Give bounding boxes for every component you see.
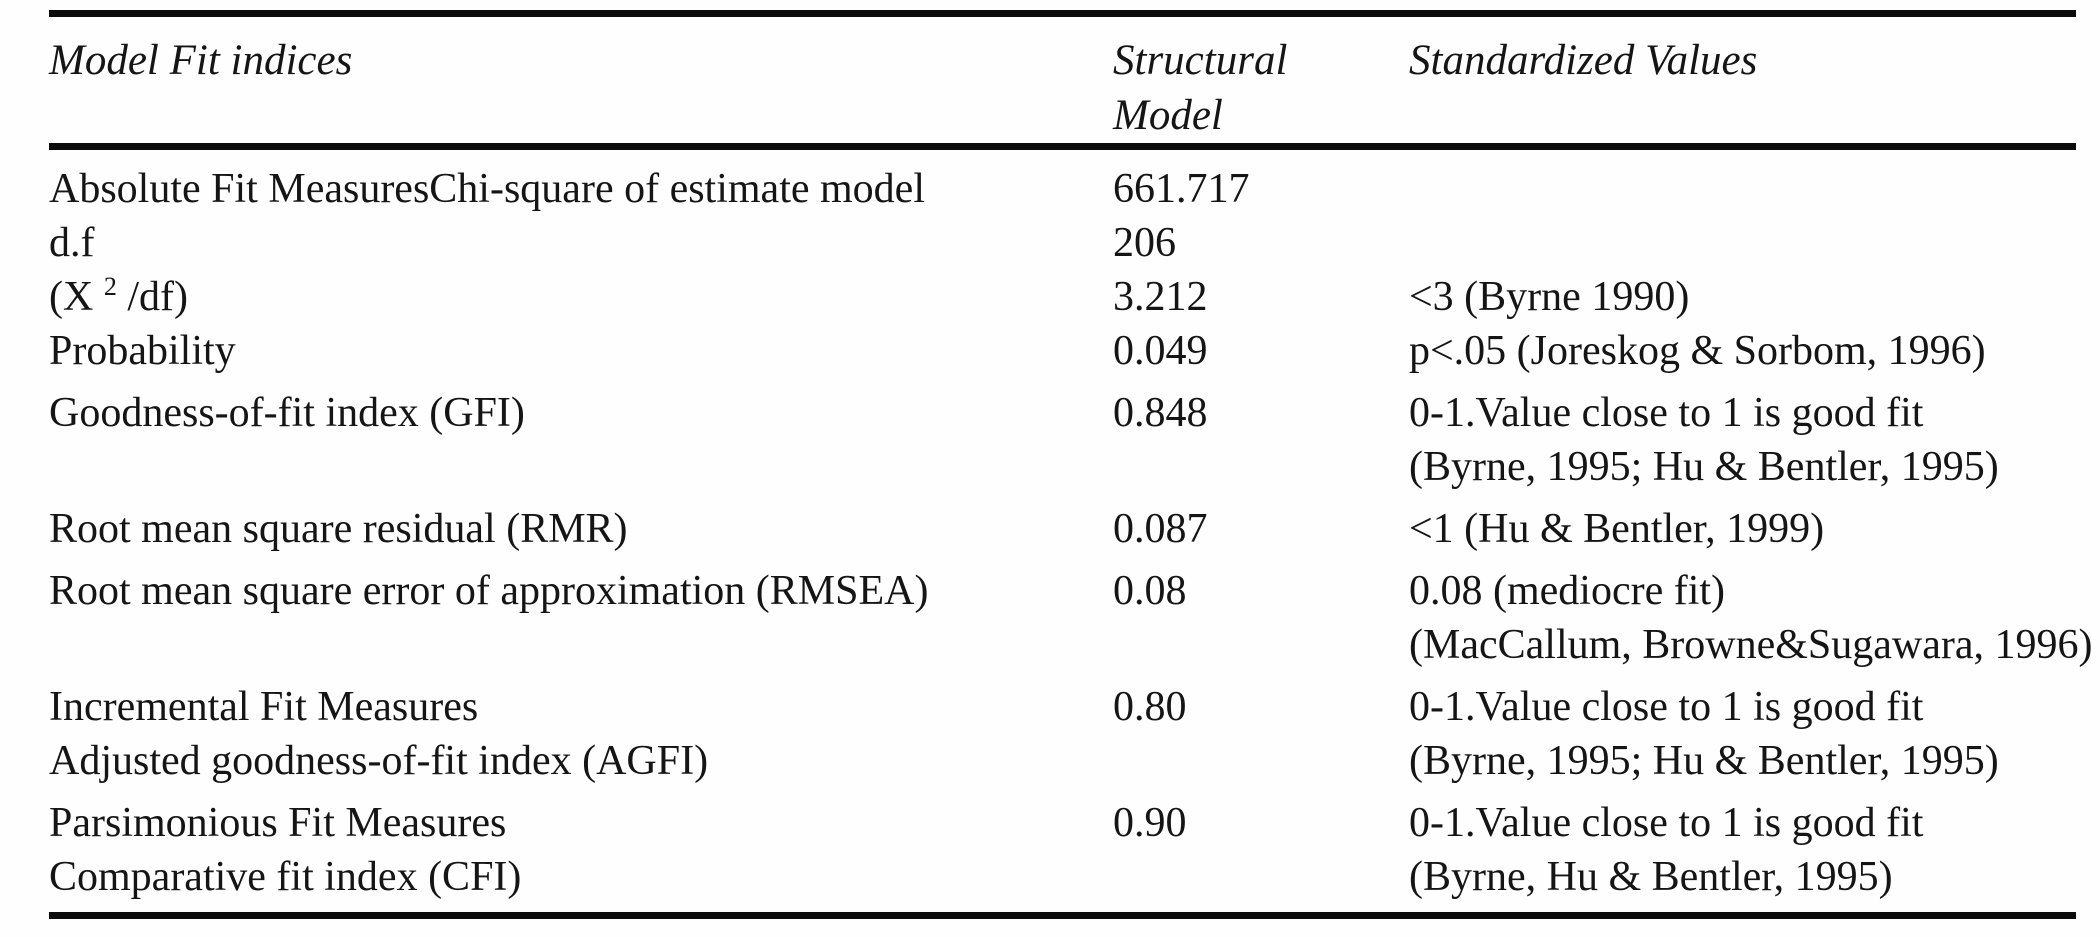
fit-index-label-line: (X 2 /df) [49,270,1113,324]
fit-index-label-line: Absolute Fit MeasuresChi-square of estim… [49,162,1113,216]
standardized-value-line: (MacCallum, Browne&Sugawara, 1996) [1409,622,2093,668]
standardized-value-cell: <3 (Byrne 1990) [1409,270,2076,324]
standardized-value-line: 0-1.Value close to 1 is good fit [1409,684,1924,730]
fit-index-label-text: /df) [116,274,188,320]
standardized-value-line: <3 (Byrne 1990) [1409,274,1690,320]
fit-index-label-cell: Probability [49,324,1113,378]
fit-index-label-cell: d.f [49,216,1113,270]
fit-index-label-cell: Parsimonious Fit Measures Comparative fit… [49,796,1113,904]
fit-index-label-text: Parsimonious Fit Measures [49,800,507,846]
standardized-value-line: 0-1.Value close to 1 is good fit [1409,390,1924,436]
fit-index-label-text: Comparative fit index (CFI) [49,854,522,900]
fit-index-label-text: Absolute Fit MeasuresChi-square of estim… [49,166,925,212]
fit-index-label-text: d.f [49,220,95,266]
standardized-value-line: (Byrne, 1995; Hu & Bentler, 1995) [1409,738,1999,784]
fit-index-label-cell: Goodness-of-fit index (GFI) [49,386,1113,494]
standardized-value-line: (Byrne, 1995; Hu & Bentler, 1995) [1409,444,1999,490]
fit-index-label-cell: (X 2 /df) [49,270,1113,324]
standardized-value-cell [1409,216,2076,270]
table-row: Absolute Fit MeasuresChi-square of estim… [49,162,2076,216]
structural-model-value-cell: 661.717 [1113,162,1409,216]
standardized-value-line: 0.08 (mediocre fit) [1409,568,1726,614]
structural-model-value: 0.848 [1113,390,1208,436]
model-fit-table: Model Fit indices Structural Model Stand… [49,10,2093,919]
chi-square-superscript: 2 [103,272,117,301]
table-header-row: Model Fit indices Structural Model Stand… [49,17,2076,143]
structural-model-value-cell: 0.049 [1113,324,1409,378]
table-row: Parsimonious Fit Measures Comparative fit… [49,796,2076,904]
structural-model-value-cell: 0.087 [1113,502,1409,556]
fit-index-label-line: Incremental Fit Measures [49,680,1113,734]
structural-model-value: 0.80 [1113,684,1187,730]
table-header-rule [49,143,2076,150]
structural-model-value-cell: 0.80 [1113,680,1409,788]
fit-index-label-text: Adjusted goodness-of-fit index (AGFI) [49,738,709,784]
column-header-model-fit-indices: Model Fit indices [49,37,353,84]
structural-model-value: 0.049 [1113,328,1208,374]
fit-index-label-text: Root mean square residual (RMR) [49,506,628,552]
standardized-value-cell: p<.05 (Joreskog & Sorbom, 1996) [1409,324,2076,378]
fit-index-label-line: Root mean square residual (RMR) [49,502,1113,556]
fit-index-label-text: (X [49,274,104,320]
standardized-value-cell: 0-1.Value close to 1 is good fit (Byrne, … [1409,796,2076,904]
fit-index-label-line: Adjusted goodness-of-fit index (AGFI) [49,734,1113,788]
column-header-structural-model: Structural Model [1113,37,1288,139]
structural-model-value-cell: 3.212 [1113,270,1409,324]
fit-index-label-text: Incremental Fit Measures [49,684,479,730]
structural-model-value-cell: 0.08 [1113,564,1409,672]
structural-model-value-cell: 206 [1113,216,1409,270]
fit-index-label-line: d.f [49,216,1113,270]
table-row: Goodness-of-fit index (GFI) 0.848 0-1.Valu… [49,386,2076,494]
standardized-value-line: (Byrne, Hu & Bentler, 1995) [1409,854,1893,900]
table-row: Root mean square error of approximation … [49,564,2093,672]
standardized-value-cell: 0-1.Value close to 1 is good fit (Byrne, … [1409,680,2076,788]
structural-model-value: 661.717 [1113,166,1250,212]
fit-index-label-cell: Absolute Fit MeasuresChi-square of estim… [49,162,1113,216]
standardized-value-line: <1 (Hu & Bentler, 1999) [1409,506,1825,552]
standardized-value-line: 0-1.Value close to 1 is good fit [1409,800,1924,846]
fit-index-label-line: Comparative fit index (CFI) [49,850,1113,904]
structural-model-value: 206 [1113,220,1176,266]
fit-index-label-cell: Root mean square residual (RMR) [49,502,1113,556]
standardized-value-line: p<.05 (Joreskog & Sorbom, 1996) [1409,328,1986,374]
fit-index-label-text: Goodness-of-fit index (GFI) [49,390,525,436]
table-row: Root mean square residual (RMR) 0.087 <1 (… [49,502,2076,556]
standardized-value-cell: 0.08 (mediocre fit) (MacCallum, Browne&Su… [1409,564,2093,672]
table-row: (X 2 /df) 3.212 <3 (Byrne 1990) [49,270,2076,324]
fit-index-label-line: Parsimonious Fit Measures [49,796,1113,850]
structural-model-value-cell: 0.90 [1113,796,1409,904]
structural-model-value: 0.087 [1113,506,1208,552]
table-bottom-rule [49,912,2076,919]
table-row: d.f 206 [49,216,2076,270]
table-top-rule [49,10,2076,17]
standardized-value-cell: 0-1.Value close to 1 is good fit (Byrne, … [1409,386,2076,494]
structural-model-value-cell: 0.848 [1113,386,1409,494]
fit-index-label-text: Probability [49,328,236,374]
fit-index-label-line: Probability [49,324,1113,378]
structural-model-value: 3.212 [1113,274,1208,320]
fit-index-label-cell: Root mean square error of approximation … [49,564,1113,672]
fit-index-label-line: Root mean square error of approximation … [49,564,1113,618]
table-row: Probability 0.049 p<.05 (Joreskog & Sorbom… [49,324,2076,378]
standardized-value-cell [1409,162,2076,216]
fit-index-label-text: Root mean square error of approximation … [49,568,929,614]
table-body: Absolute Fit MeasuresChi-square of estim… [49,150,2093,912]
structural-model-value: 0.90 [1113,800,1187,846]
table-row: Incremental Fit Measures Adjusted goodnes… [49,680,2076,788]
fit-index-label-cell: Incremental Fit Measures Adjusted goodnes… [49,680,1113,788]
fit-index-label-line: Goodness-of-fit index (GFI) [49,386,1113,440]
column-header-standardized-values: Standardized Values [1409,37,1758,84]
structural-model-value: 0.08 [1113,568,1187,614]
standardized-value-cell: <1 (Hu & Bentler, 1999) [1409,502,2076,556]
